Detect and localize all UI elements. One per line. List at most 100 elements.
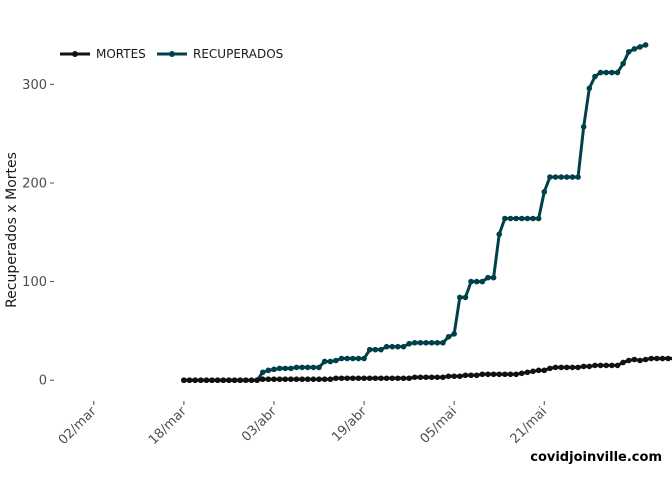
data-point	[181, 377, 187, 384]
data-point	[288, 376, 294, 383]
legend-swatch-point	[169, 51, 175, 57]
data-point	[372, 346, 379, 353]
y-tick-label: 200	[22, 176, 47, 191]
data-point	[299, 364, 305, 371]
data-point	[231, 377, 238, 384]
series-mortes	[181, 355, 672, 384]
data-point	[395, 343, 401, 350]
data-point	[333, 375, 339, 382]
y-axis: 0 100 200 300	[22, 78, 54, 389]
x-axis: 02/mar 18/mar 03/abr 19/abr 05/mai 21/mai	[56, 401, 550, 448]
data-point	[524, 215, 531, 222]
data-point	[282, 365, 289, 372]
data-point	[507, 371, 514, 378]
data-point	[609, 69, 615, 76]
legend-item-recuperados[interactable]: RECUPERADOS	[157, 47, 283, 61]
data-point	[620, 359, 626, 366]
data-point	[276, 376, 283, 383]
data-point	[569, 364, 576, 371]
data-point	[445, 373, 452, 380]
data-point	[254, 377, 260, 384]
data-point	[378, 346, 384, 353]
data-point	[513, 371, 519, 378]
data-point	[552, 364, 559, 371]
data-point	[457, 294, 463, 301]
data-point	[507, 215, 514, 222]
data-point	[575, 364, 581, 371]
data-point	[271, 366, 277, 373]
data-point	[575, 174, 581, 180]
data-point	[451, 373, 457, 380]
data-point	[417, 339, 424, 346]
data-point	[631, 356, 638, 363]
y-axis-title: Recuperados x Mortes	[4, 152, 20, 308]
data-point	[186, 377, 193, 384]
data-point	[237, 377, 243, 384]
series-recuperados	[181, 42, 649, 384]
data-point	[321, 376, 328, 383]
legend[interactable]: MORTES RECUPERADOS	[60, 47, 283, 61]
data-point	[541, 367, 548, 374]
data-point	[293, 376, 300, 383]
data-point	[479, 371, 486, 378]
data-point	[400, 343, 407, 350]
y-tick-label: 100	[22, 275, 47, 290]
data-point	[468, 278, 474, 285]
data-point	[642, 356, 649, 363]
data-point	[372, 375, 379, 382]
data-point	[502, 371, 508, 378]
data-point	[350, 375, 356, 382]
data-point	[299, 376, 305, 383]
x-tick-label: 18/mar	[146, 404, 190, 448]
data-point	[473, 372, 480, 379]
data-point	[366, 346, 373, 353]
data-point	[592, 73, 598, 80]
data-point	[625, 357, 632, 364]
data-point	[614, 69, 621, 76]
source-caption: covidjoinville.com	[530, 450, 662, 465]
x-tick-label: 21/mai	[508, 404, 551, 447]
data-point	[451, 331, 457, 337]
data-point	[378, 375, 384, 382]
data-point	[485, 371, 491, 378]
data-point	[355, 375, 362, 382]
data-point	[220, 377, 227, 384]
data-point	[361, 355, 367, 362]
data-point	[637, 44, 643, 50]
data-point	[355, 355, 362, 362]
data-point	[479, 278, 486, 285]
data-point	[344, 355, 350, 362]
legend-item-mortes[interactable]: MORTES	[60, 47, 146, 61]
data-point	[423, 374, 429, 381]
data-point	[468, 372, 474, 379]
data-point	[293, 364, 300, 371]
data-point	[395, 375, 401, 382]
data-point	[192, 377, 198, 384]
data-point	[597, 69, 604, 76]
data-point	[603, 362, 610, 369]
data-point	[564, 174, 570, 180]
data-point	[366, 375, 373, 382]
data-point	[423, 339, 429, 346]
x-tick-label: 19/abr	[329, 404, 370, 445]
series-line-recuperados	[183, 43, 647, 382]
data-point	[350, 355, 356, 362]
x-tick-label: 03/abr	[239, 404, 280, 445]
x-tick-label: 02/mar	[56, 404, 100, 448]
data-point	[265, 376, 272, 383]
data-point	[209, 377, 215, 384]
data-point	[580, 123, 587, 130]
data-point	[631, 46, 638, 52]
data-point	[327, 358, 334, 365]
data-point	[265, 367, 272, 374]
series-layer	[181, 42, 672, 384]
data-point	[609, 362, 615, 369]
data-point	[282, 376, 289, 383]
data-point	[603, 69, 610, 76]
data-point	[338, 375, 345, 382]
data-point	[490, 274, 497, 281]
data-point	[586, 363, 593, 370]
data-point	[304, 376, 311, 383]
legend-swatch-point	[72, 51, 78, 57]
data-point	[654, 355, 660, 362]
